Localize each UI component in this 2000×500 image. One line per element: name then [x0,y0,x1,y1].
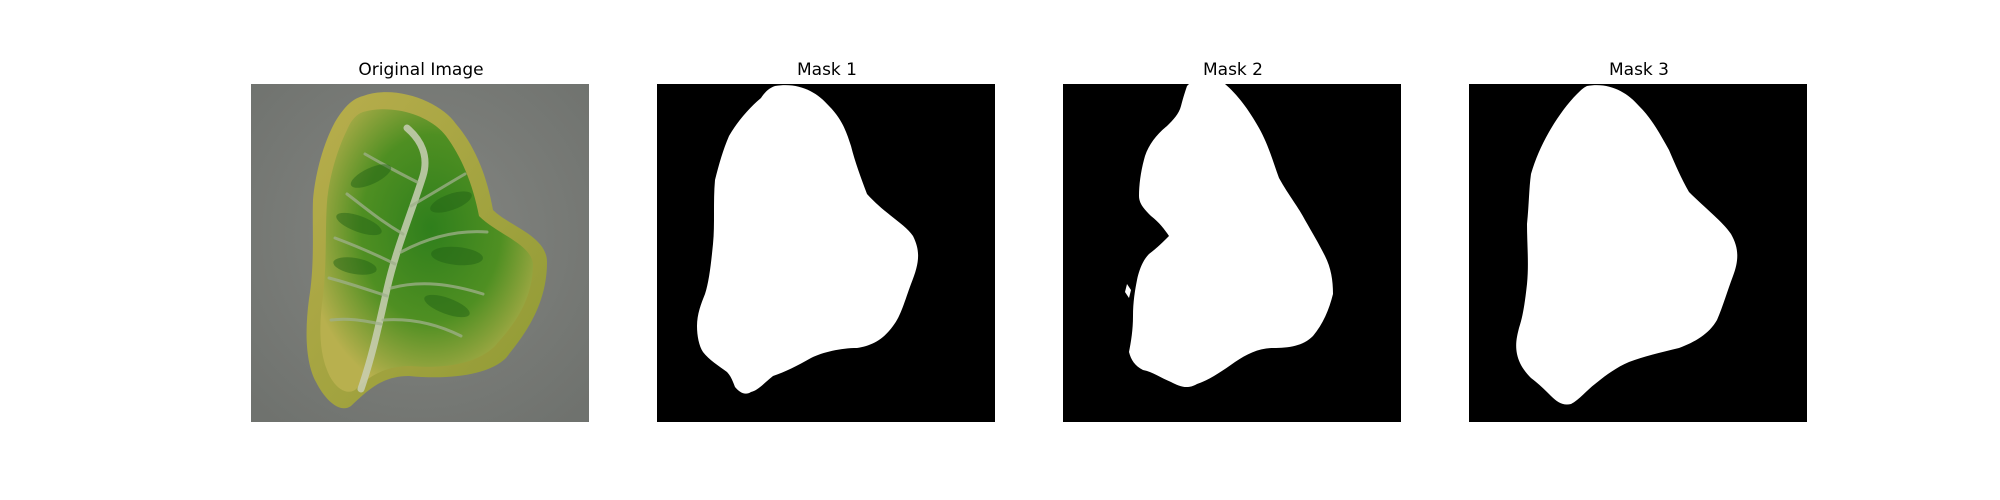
mask-3-image [1469,84,1807,422]
mask-2-image [1063,84,1401,422]
mask-2-panel: Mask 2 [1063,57,1403,422]
original-leaf-photo [251,84,589,422]
original-image-panel: Original Image [251,57,591,422]
mask-3-panel: Mask 3 [1469,57,1809,422]
original-image-title: Original Image [358,60,484,80]
mask-1-panel: Mask 1 [657,57,997,422]
mask-1-image [657,84,995,422]
mask-1-title: Mask 1 [796,60,857,80]
mask-2-title: Mask 2 [1202,60,1263,80]
mask-3-title: Mask 3 [1608,60,1669,80]
